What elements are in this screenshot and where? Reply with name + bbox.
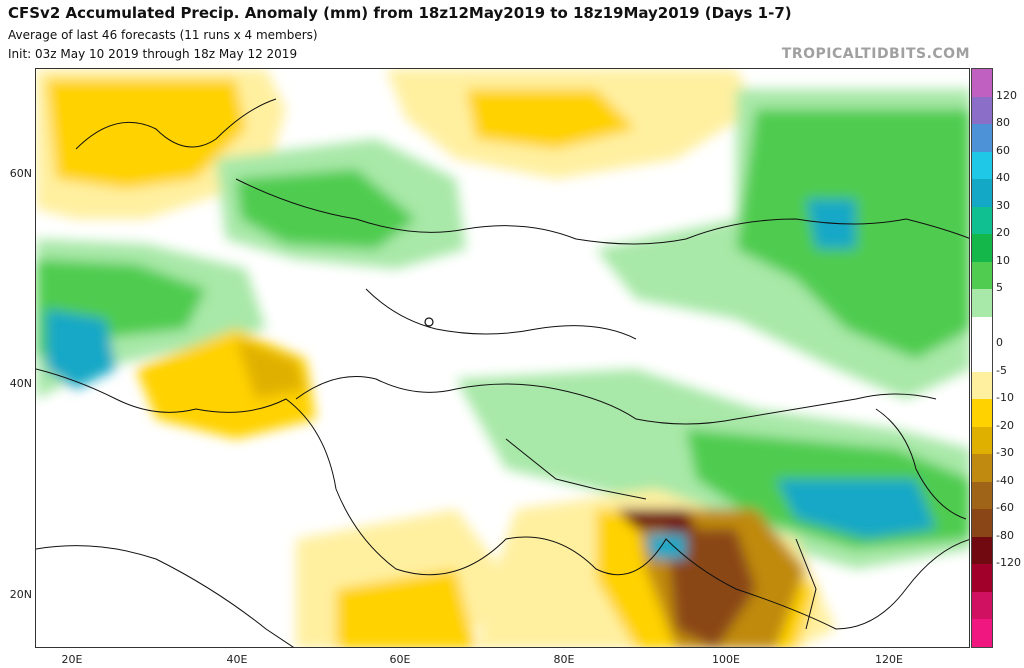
lat-label-40n: 40N [9,377,32,390]
watermark: TROPICALTIDBITS.COM [781,46,970,62]
colorbar-tick-label: -20 [996,418,1014,432]
lon-label-100e: 100E [712,653,740,666]
colorbar-segment [972,619,992,648]
colorbar-segment [972,151,992,180]
colorbar-tick-label: -40 [996,473,1014,487]
colorbar-tick-label: 30 [996,198,1010,212]
colorbar-tick-label: -60 [996,501,1014,515]
chart-title: CFSv2 Accumulated Precip. Anomaly (mm) f… [8,4,792,22]
colorbar-tick-label: 80 [996,116,1010,130]
colorbar [971,68,993,648]
colorbar-segment [972,399,992,428]
colorbar-segment [972,179,992,208]
colorbar-segment [972,96,992,125]
colorbar-segment [972,509,992,538]
deep-dry-tibet [616,509,696,529]
colorbar-segment [972,454,992,483]
colorbar-tick-label: 0 [996,336,1003,350]
precip-anomaly-map [35,68,970,648]
colorbar-tick-label: 5 [996,281,1003,295]
colorbar-tick-label: 60 [996,143,1010,157]
very-wet-siberia [806,199,856,249]
colorbar-tick-label: 20 [996,226,1010,240]
colorbar-segment [972,261,992,290]
dry-north-russia-core [466,89,636,149]
colorbar-tick-label: -10 [996,391,1014,405]
colorbar-segment [972,206,992,235]
colorbar-segment [972,234,992,263]
colorbar-segment [972,426,992,455]
colorbar-segment [972,371,992,400]
dry-arabia-core [336,569,476,647]
colorbar-segment [972,591,992,620]
dry-caucasus-core [236,339,306,399]
colorbar-segment [972,536,992,565]
colorbar-segment [972,344,992,373]
anomaly-fields [36,69,969,647]
lon-label-40e: 40E [226,653,248,666]
subtitle-members: Average of last 46 forecasts (11 runs x … [8,28,318,42]
subtitle-init: Init: 03z May 10 2019 through 18z May 12… [8,47,298,61]
lon-label-120e: 120E [875,653,903,666]
lon-label-20e: 20E [61,653,83,666]
wet-west-russia-core [236,169,416,249]
very-wet-bangladesh [646,534,686,559]
colorbar-segment [972,289,992,318]
lat-label-60n: 60N [9,167,32,180]
lon-label-80e: 80E [553,653,575,666]
colorbar-segment [972,316,992,345]
very-wet-south-china [776,479,936,539]
colorbar-segment [972,69,992,98]
colorbar-tick-label: 120 [996,88,1017,102]
colorbar-tick-label: -80 [996,528,1014,542]
colorbar-tick-label: -120 [996,556,1021,570]
colorbar-tick-label: 10 [996,253,1010,267]
colorbar-segment [972,124,992,153]
lat-label-20n: 20N [9,588,32,601]
colorbar-tick-label: -30 [996,446,1014,460]
colorbar-segment [972,564,992,593]
dry-scandinavia-core [46,79,246,189]
colorbar-tick-label: 40 [996,171,1010,185]
colorbar-segment [972,481,992,510]
lon-label-60e: 60E [389,653,411,666]
colorbar-tick-label: -5 [996,363,1007,377]
very-wet-balkans [46,309,116,389]
